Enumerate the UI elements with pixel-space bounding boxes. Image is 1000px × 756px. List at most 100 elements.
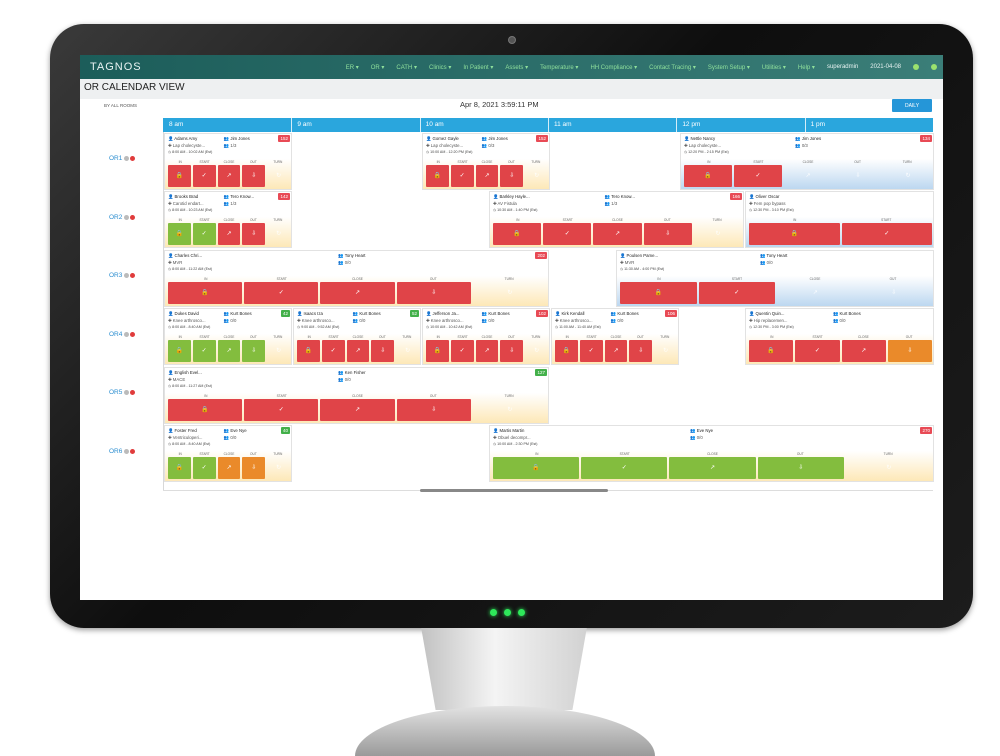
- menu-item-7[interactable]: HH Compliance ▾: [590, 64, 638, 71]
- case-card[interactable]: 👤 Isaacs Iza ✚ Knee arthrosco... ◷ 9:00 AM…: [293, 308, 421, 365]
- user-name[interactable]: superadmin: [826, 64, 859, 70]
- step-in-button[interactable]: 🔒: [168, 281, 243, 304]
- room-label-or2[interactable]: OR2: [109, 214, 136, 221]
- step-close-button[interactable]: ↗: [217, 457, 241, 479]
- case-card[interactable]: 👤 Martis Martin ✚ Obuel decompr... ◷ 10:00…: [489, 425, 934, 482]
- step-out-button[interactable]: ⇩: [643, 223, 692, 245]
- case-card[interactable]: 👤 Nettle Nancy ✚ Lap cholecyste... ◷ 12:20…: [680, 132, 934, 190]
- step-close-button[interactable]: ↗: [604, 340, 628, 362]
- alert-icon[interactable]: [913, 64, 919, 70]
- step-turn-button[interactable]: ↻: [654, 340, 677, 362]
- step-close-button[interactable]: ↗: [841, 340, 886, 362]
- step-close-button[interactable]: ↗: [784, 165, 832, 187]
- step-start-button[interactable]: ✓: [244, 281, 319, 304]
- step-start-button[interactable]: ✓: [581, 457, 668, 479]
- step-close-button[interactable]: ↗: [217, 340, 241, 362]
- step-in-button[interactable]: 🔒: [168, 398, 243, 421]
- room-label-or3[interactable]: OR3: [109, 272, 136, 279]
- room-label-or4[interactable]: OR4: [109, 331, 136, 338]
- room-label-or6[interactable]: OR6: [109, 448, 136, 455]
- case-card[interactable]: 👤 Adams Amy ✚ Lap cholecyste... ◷ 8:00 AM …: [164, 132, 292, 190]
- step-out-button[interactable]: ⇩: [500, 164, 524, 187]
- menu-item-4[interactable]: In Patient ▾: [463, 64, 494, 71]
- case-card[interactable]: 👤 Charles Chri... ✚ MVR ◷ 8:00 AM - 11:22 …: [164, 249, 549, 307]
- step-in-button[interactable]: 🔒: [555, 340, 578, 362]
- menu-item-10[interactable]: Utilities ▾: [761, 64, 786, 71]
- step-out-button[interactable]: ⇩: [856, 282, 933, 304]
- step-out-button[interactable]: ⇩: [242, 223, 266, 245]
- step-start-button[interactable]: ✓: [192, 457, 216, 479]
- step-close-button[interactable]: ↗: [217, 164, 241, 187]
- step-out-button[interactable]: ⇩: [629, 340, 653, 362]
- menu-item-11[interactable]: Help ▾: [797, 64, 815, 71]
- step-in-button[interactable]: 🔒: [168, 457, 191, 479]
- step-start-button[interactable]: ✓: [734, 164, 782, 187]
- step-start-button[interactable]: ✓: [795, 340, 840, 362]
- step-start-button[interactable]: ✓: [450, 340, 474, 362]
- step-turn-button[interactable]: ↻: [473, 282, 547, 304]
- step-turn-button[interactable]: ↻: [525, 165, 548, 187]
- menu-item-3[interactable]: Clinics ▾: [429, 64, 452, 71]
- menu-item-0[interactable]: ER ▾: [345, 64, 359, 71]
- step-start-button[interactable]: ✓: [543, 223, 592, 245]
- step-close-button[interactable]: ↗: [777, 282, 854, 304]
- step-close-button[interactable]: ↗: [320, 398, 395, 421]
- case-card[interactable]: 👤 Jefferson Ja... ✚ Knee arthrosco... ◷ 10…: [422, 308, 550, 365]
- case-card[interactable]: 👤 Gomez Gayle ✚ Lap cholecyste... ◷ 10:00 …: [422, 132, 550, 190]
- step-out-button[interactable]: ⇩: [887, 340, 932, 362]
- status-icon[interactable]: [931, 64, 937, 70]
- menu-item-8[interactable]: Contact Tracing ▾: [649, 64, 696, 71]
- room-label-or1[interactable]: OR1: [109, 155, 136, 162]
- step-turn-button[interactable]: ↻: [267, 340, 290, 362]
- step-in-button[interactable]: 🔒: [426, 164, 449, 187]
- step-in-button[interactable]: 🔒: [620, 281, 697, 304]
- step-start-button[interactable]: ✓: [321, 340, 345, 362]
- step-in-button[interactable]: 🔒: [749, 340, 794, 362]
- step-close-button[interactable]: ↗: [475, 164, 499, 187]
- step-close-button[interactable]: ↗: [320, 281, 395, 304]
- menu-item-5[interactable]: Assets ▾: [505, 64, 529, 71]
- case-card[interactable]: 👤 Foster Fred ✚ Ventriculoperi... ◷ 8:00 A…: [164, 425, 292, 482]
- step-close-button[interactable]: ↗: [593, 223, 642, 245]
- step-start-button[interactable]: ✓: [450, 164, 474, 187]
- step-close-button[interactable]: ↗: [346, 340, 370, 362]
- step-close-button[interactable]: ↗: [669, 457, 756, 479]
- case-card[interactable]: 👤 English Evel... ✚ MACE ◷ 8:00 AM - 11:27…: [164, 366, 549, 424]
- step-turn-button[interactable]: ↻: [267, 165, 290, 187]
- step-start-button[interactable]: ✓: [192, 164, 216, 187]
- step-in-button[interactable]: 🔒: [168, 340, 191, 362]
- case-card[interactable]: 👤 Barkley Hayle... ✚ AV Fistula ◷ 10:30 AM…: [489, 191, 744, 248]
- room-label-or5[interactable]: OR5: [109, 389, 136, 396]
- step-start-button[interactable]: ✓: [841, 223, 932, 245]
- menu-item-6[interactable]: Temperature ▾: [540, 64, 579, 71]
- case-card[interactable]: 👤 Oliver Oscar ✚ Fem pop bypass ◷ 12:30 PM…: [745, 191, 934, 248]
- step-in-button[interactable]: 🔒: [297, 340, 320, 362]
- step-start-button[interactable]: ✓: [192, 223, 216, 245]
- menu-item-9[interactable]: System Setup ▾: [707, 64, 750, 71]
- step-out-button[interactable]: ⇩: [500, 340, 524, 362]
- step-out-button[interactable]: ⇩: [242, 457, 266, 479]
- step-start-button[interactable]: ✓: [698, 281, 775, 304]
- step-out-button[interactable]: ⇩: [242, 340, 266, 362]
- case-card[interactable]: 👤 Brooks Brad ✚ Carotid endart... ◷ 8:00 A…: [164, 191, 292, 248]
- room-filter[interactable]: BY ALL ROOMS: [104, 103, 138, 108]
- step-start-button[interactable]: ✓: [244, 398, 319, 421]
- step-turn-button[interactable]: ↻: [694, 223, 742, 245]
- step-start-button[interactable]: ✓: [192, 340, 216, 362]
- case-card[interactable]: 👤 Poulsen Pame... ✚ MVR ◷ 11:30 AM - 4:00 …: [616, 249, 934, 307]
- step-out-button[interactable]: ⇩: [757, 457, 844, 479]
- menu-item-2[interactable]: CATH ▾: [396, 64, 417, 71]
- step-close-button[interactable]: ↗: [217, 223, 241, 245]
- step-in-button[interactable]: 🔒: [168, 164, 191, 187]
- step-turn-button[interactable]: ↻: [884, 165, 932, 187]
- step-turn-button[interactable]: ↻: [473, 399, 547, 421]
- step-in-button[interactable]: 🔒: [684, 164, 732, 187]
- step-start-button[interactable]: ✓: [579, 340, 603, 362]
- step-in-button[interactable]: 🔒: [493, 457, 580, 479]
- step-turn-button[interactable]: ↻: [267, 223, 290, 245]
- case-card[interactable]: 👤 Kirk Kendall ✚ Knee arthrosco... ◷ 11:00…: [551, 308, 679, 365]
- daily-view-button[interactable]: DAILY: [892, 99, 932, 112]
- step-in-button[interactable]: 🔒: [493, 223, 542, 245]
- step-close-button[interactable]: ↗: [475, 340, 499, 362]
- step-out-button[interactable]: ⇩: [242, 164, 266, 187]
